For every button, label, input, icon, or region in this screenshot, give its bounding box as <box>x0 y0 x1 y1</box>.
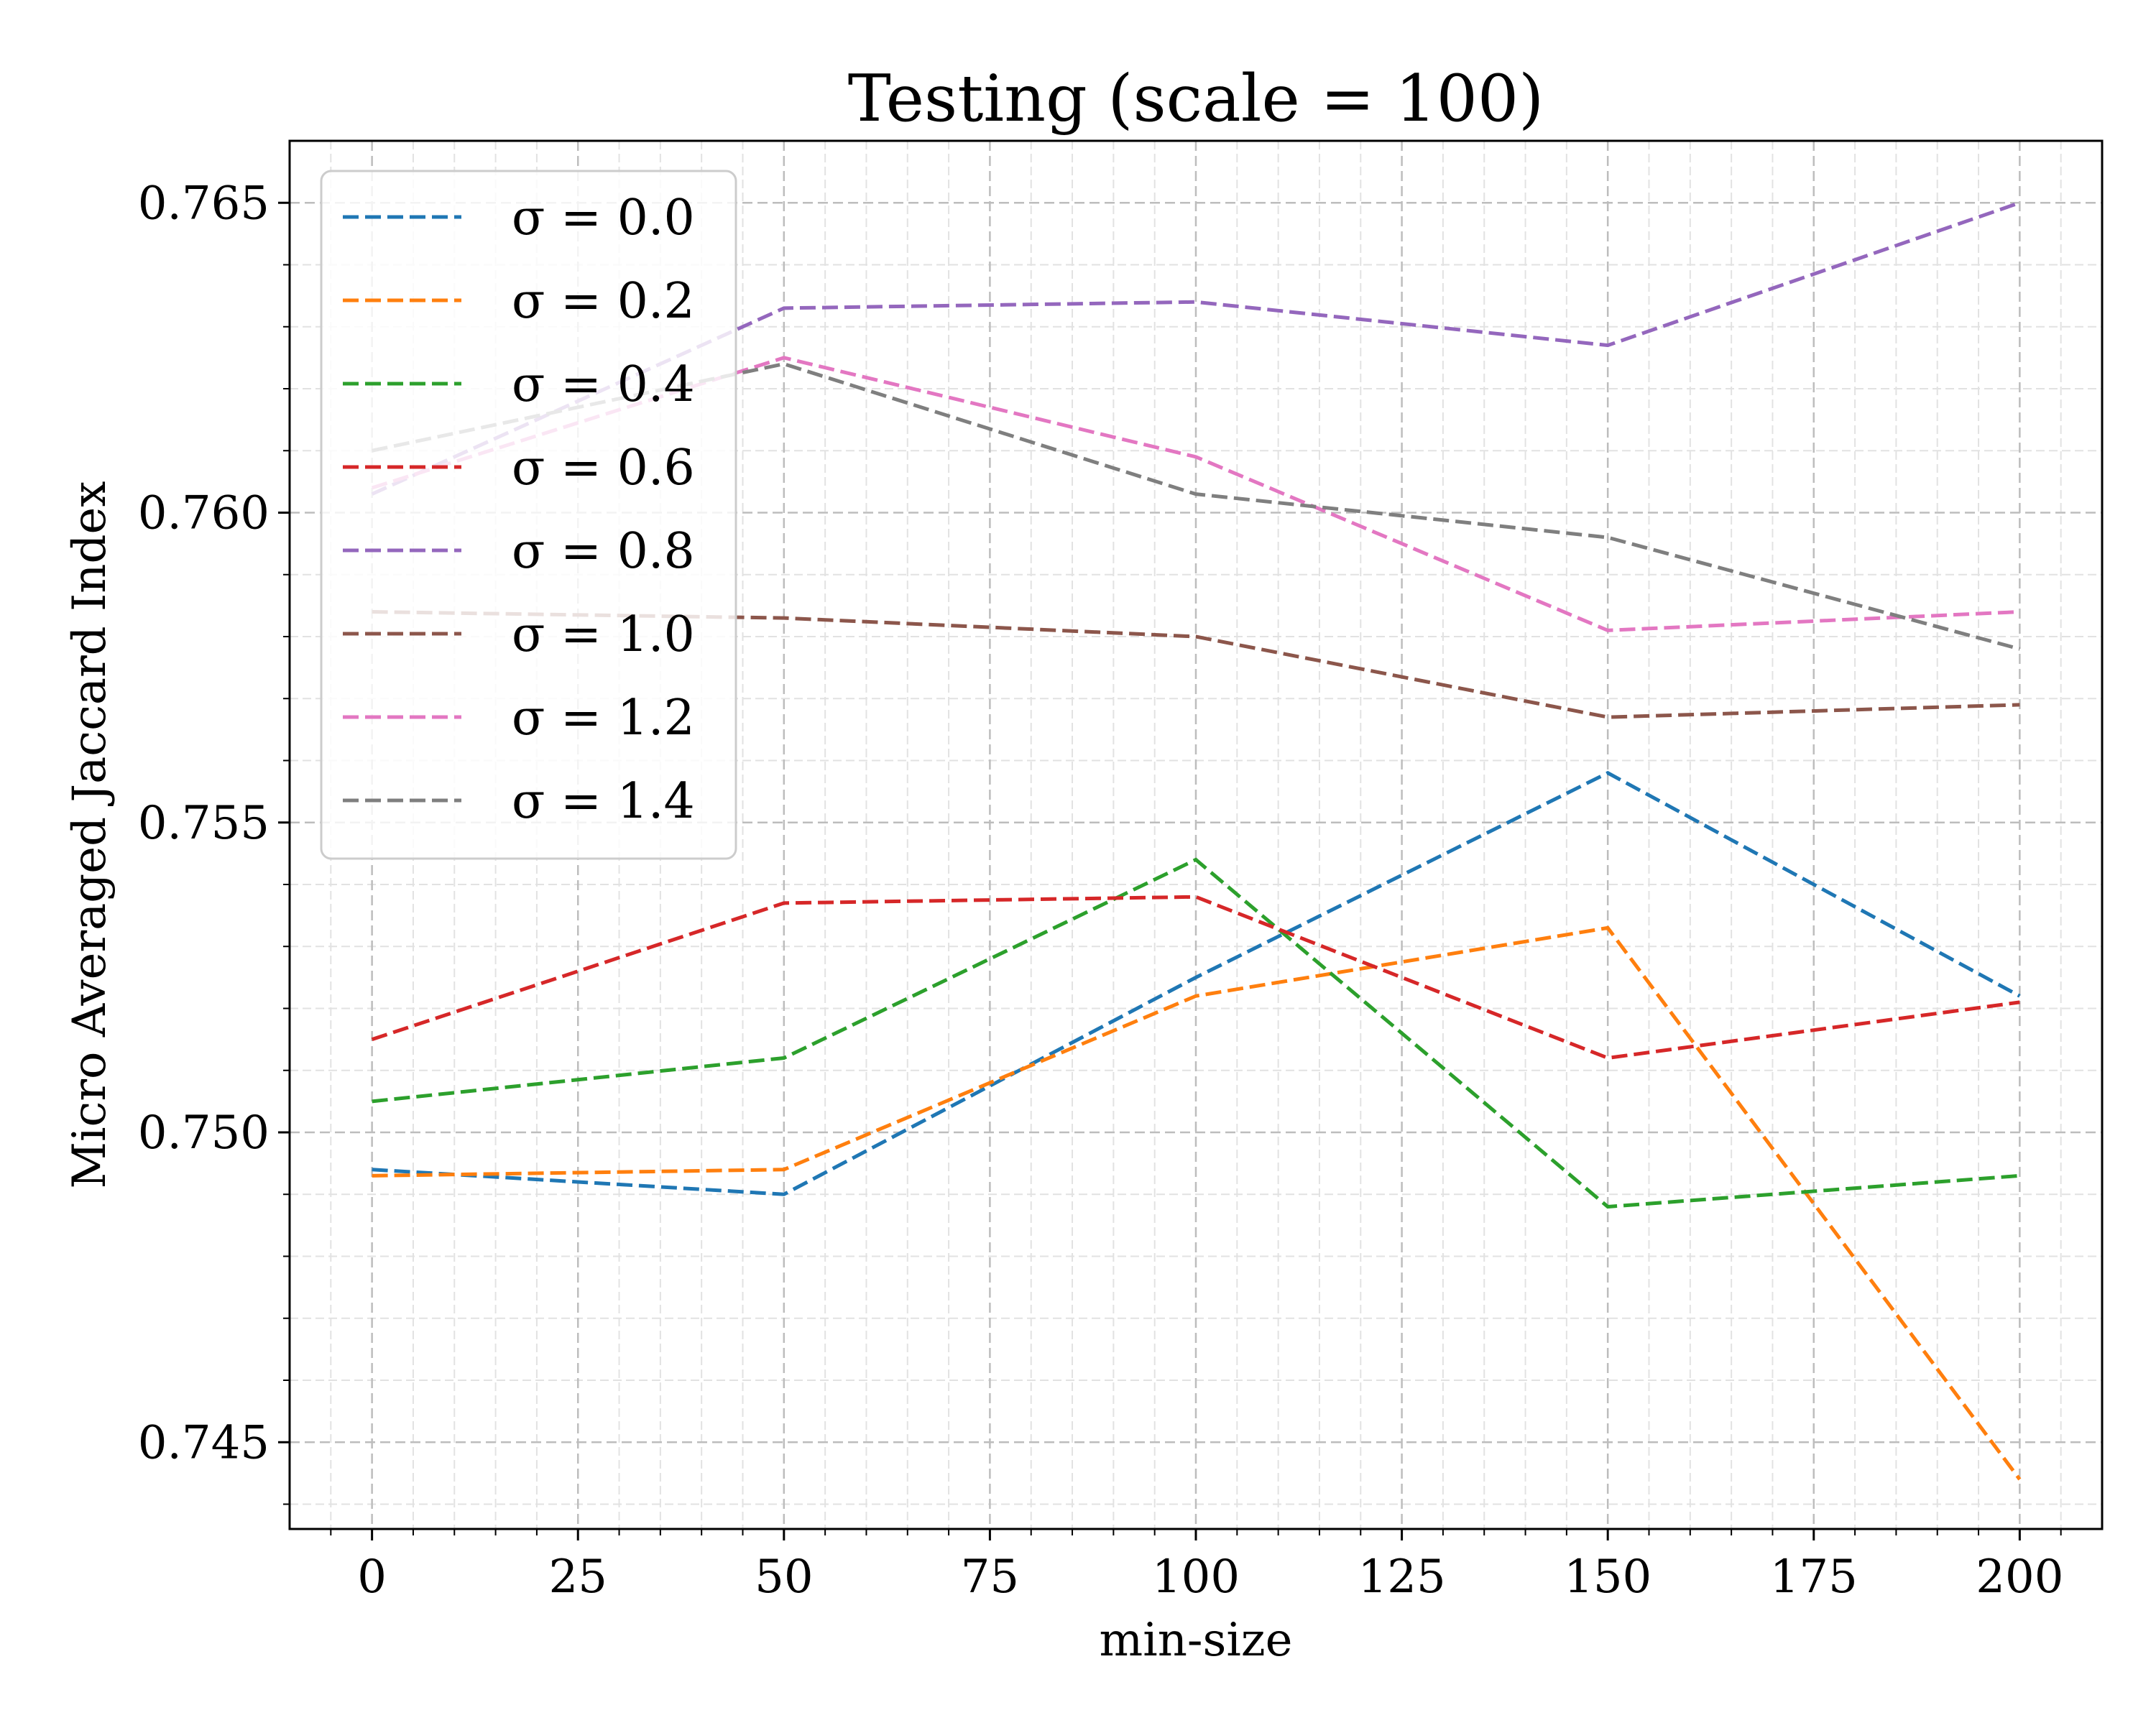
legend-label-3: σ = 0.6 <box>512 440 695 496</box>
x-tick-label: 0 <box>357 1551 387 1604</box>
legend-label-6: σ = 1.2 <box>512 690 695 747</box>
y-tick-label: 0.760 <box>138 487 270 540</box>
legend-label-0: σ = 0.0 <box>512 190 695 246</box>
axis-ticks: 0 25 50 75 100 125 150 175 200 0.745 0.750 0.755 0.7… <box>138 177 2064 1604</box>
series-line-0 <box>372 770 2021 1196</box>
x-tick-label: 75 <box>961 1551 1019 1604</box>
y-tick-label: 0.745 <box>138 1416 270 1469</box>
grid <box>290 141 2102 1529</box>
legend-label-1: σ = 0.2 <box>512 273 695 330</box>
y-tick-label: 0.755 <box>138 797 270 850</box>
legend-label-4: σ = 0.8 <box>512 523 695 580</box>
y-axis-label: Micro Averaged Jaccard Index <box>63 481 116 1189</box>
y-tick-label: 0.750 <box>138 1106 270 1160</box>
x-tick-label: 100 <box>1152 1551 1240 1604</box>
x-tick-label: 25 <box>549 1551 607 1604</box>
x-tick-label: 175 <box>1770 1551 1858 1604</box>
chart-title: Testing (scale = 100) <box>848 61 1544 137</box>
legend: σ = 0.0 σ = 0.2 σ = 0.4 σ = 0.6 σ = 0.8 σ = 1… <box>320 170 737 860</box>
legend-label-7: σ = 1.4 <box>512 773 695 830</box>
series-line-6 <box>371 356 2020 632</box>
legend-box <box>320 170 737 860</box>
x-tick-label: 50 <box>755 1551 813 1604</box>
legend-label-2: σ = 0.4 <box>512 356 695 413</box>
legend-label-5: σ = 1.0 <box>512 606 695 663</box>
series-line-1 <box>372 925 2022 1481</box>
y-tick-label: 0.765 <box>138 177 270 230</box>
series-line-3 <box>371 895 2020 1061</box>
series-line-2 <box>372 857 2020 1209</box>
x-axis-label: min-size <box>1100 1614 1293 1667</box>
x-tick-label: 150 <box>1564 1551 1651 1604</box>
x-tick-label: 200 <box>1976 1551 2063 1604</box>
x-tick-label: 125 <box>1358 1551 1446 1604</box>
